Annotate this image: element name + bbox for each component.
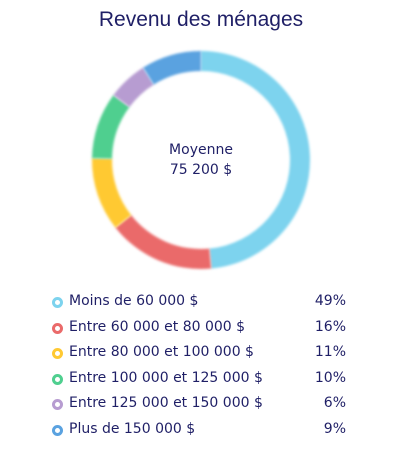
donut-chart xyxy=(92,51,310,269)
legend-label: Entre 100 000 et 125 000 $ xyxy=(69,369,263,386)
chart-title: Revenu des ménages xyxy=(98,8,304,31)
legend-item: Moins de 60 000 $ 49% xyxy=(52,293,346,319)
legend-label: Moins de 60 000 $ xyxy=(69,293,199,309)
legend-swatch-icon xyxy=(52,322,63,334)
legend-item: Entre 60 000 et 80 000 $ 16% xyxy=(52,319,346,345)
donut-slice-5 xyxy=(113,67,154,108)
legend-label: Entre 125 000 et 150 000 $ xyxy=(69,395,263,411)
donut-slice-2 xyxy=(115,215,212,269)
legend-item: Plus de 150 000 $ 9% xyxy=(52,421,346,447)
center-label: Moyenne xyxy=(169,142,233,158)
donut-slice-1 xyxy=(201,51,310,269)
legend-label: Plus de 150 000 $ xyxy=(69,420,196,437)
legend-swatch-icon xyxy=(52,373,63,385)
legend-value: 10% xyxy=(314,369,346,386)
donut-slice-4 xyxy=(92,95,130,159)
legend-swatch-icon xyxy=(52,297,63,308)
legend-swatch-icon xyxy=(52,399,63,410)
legend-swatch-icon xyxy=(52,348,63,359)
legend-value: 49% xyxy=(314,293,346,309)
donut-slice-6 xyxy=(143,51,201,85)
legend-value: 9% xyxy=(323,420,346,437)
center-value: 75 200 $ xyxy=(169,162,233,178)
legend-value: 11% xyxy=(314,344,346,360)
legend-label: Entre 80 000 et 100 000 $ xyxy=(69,344,254,360)
legend-value: 16% xyxy=(314,318,346,335)
legend: Moins de 60 000 $ 49% Entre 60 000 et 80 0… xyxy=(52,293,346,446)
legend-value: 6% xyxy=(323,395,346,411)
donut-slice-3 xyxy=(92,158,132,228)
legend-item: Entre 100 000 et 125 000 $ 10% xyxy=(52,370,346,396)
legend-item: Entre 125 000 et 150 000 $ 6% xyxy=(52,395,346,421)
legend-swatch-icon xyxy=(52,424,63,436)
legend-label: Entre 60 000 et 80 000 $ xyxy=(69,318,246,335)
legend-item: Entre 80 000 et 100 000 $ 11% xyxy=(52,344,346,370)
